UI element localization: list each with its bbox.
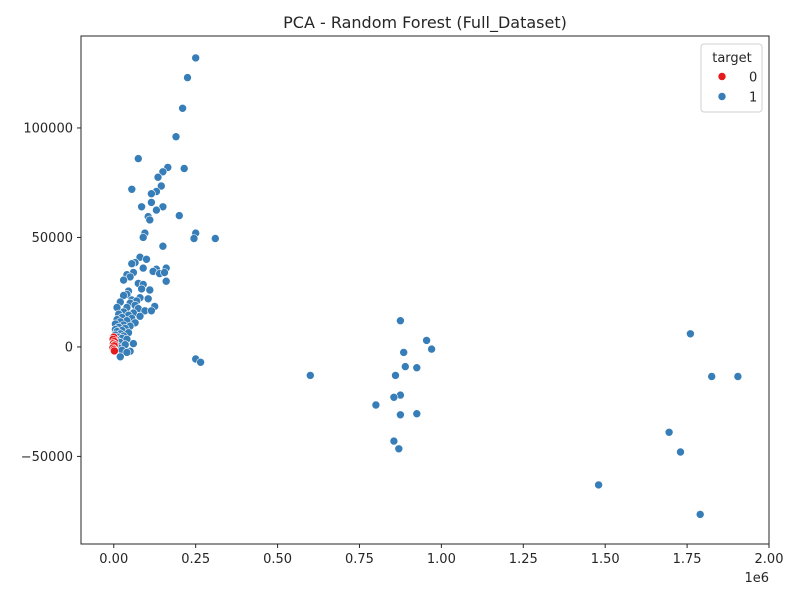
scatter-points bbox=[108, 53, 743, 519]
y-tick-label: 0 bbox=[65, 340, 73, 355]
scatter-point-target-1 bbox=[396, 316, 405, 326]
scatter-point-target-1 bbox=[147, 306, 156, 316]
scatter-point-target-1 bbox=[400, 362, 410, 371]
plot-area bbox=[80, 35, 770, 545]
x-tick-label: 2.00 bbox=[755, 552, 784, 567]
scatter-point-target-1 bbox=[160, 268, 169, 277]
scatter-point-target-1 bbox=[175, 211, 184, 220]
x-axis: 0.00 0.25 0.50 0.75 1.00 1.25 1.50 1.75 2.00 bbox=[99, 544, 783, 567]
x-tick-label: 0.50 bbox=[263, 552, 292, 567]
legend: target 01 bbox=[700, 43, 763, 113]
scatter-point-target-1 bbox=[158, 241, 168, 251]
scatter-point-target-1 bbox=[138, 233, 148, 242]
scatter-point-target-1 bbox=[143, 294, 153, 304]
scatter-point-target-1 bbox=[427, 344, 436, 354]
scatter-point-target-0 bbox=[110, 346, 119, 356]
x-tick-label: 0.75 bbox=[345, 552, 374, 567]
scatter-point-target-1 bbox=[142, 254, 151, 264]
chart-title: PCA - Random Forest (Full_Dataset) bbox=[283, 13, 567, 33]
scatter-point-target-1 bbox=[122, 348, 132, 357]
scatter-point-target-1 bbox=[676, 447, 685, 457]
scatter-point-target-1 bbox=[145, 215, 155, 225]
x-tick-label: 1.00 bbox=[427, 552, 456, 567]
scatter-point-target-1 bbox=[145, 285, 155, 295]
scatter-point-target-1 bbox=[178, 104, 187, 113]
x-tick-label: 1.75 bbox=[673, 552, 702, 567]
scatter-point-target-1 bbox=[412, 409, 422, 419]
scatter-point-target-1 bbox=[733, 372, 743, 381]
scatter-point-target-1 bbox=[396, 410, 405, 420]
scatter-point-target-1 bbox=[137, 284, 146, 294]
scatter-point-target-1 bbox=[191, 53, 200, 63]
y-axis: −50000 0 50000 100000 bbox=[21, 121, 81, 465]
scatter-point-target-1 bbox=[158, 167, 168, 177]
scatter-point-target-1 bbox=[147, 198, 156, 207]
scatter-point-target-1 bbox=[211, 234, 220, 243]
scatter-point-target-1 bbox=[179, 164, 189, 173]
scatter-point-target-1 bbox=[389, 436, 399, 446]
legend-marker bbox=[717, 72, 727, 81]
x-tick-label: 0.00 bbox=[99, 552, 128, 567]
x-tick-label: 1.25 bbox=[509, 552, 538, 567]
scatter-point-target-1 bbox=[371, 400, 381, 410]
scatter-point-target-1 bbox=[686, 329, 695, 339]
scatter-point-target-1 bbox=[399, 348, 409, 357]
scatter-point-target-1 bbox=[189, 234, 199, 243]
scatter-point-target-1 bbox=[171, 132, 181, 141]
scatter-point-target-1 bbox=[116, 352, 125, 362]
x-axis-offset-label: 1e6 bbox=[744, 571, 769, 586]
scatter-point-target-1 bbox=[305, 371, 315, 380]
scatter-point-target-1 bbox=[664, 427, 674, 437]
y-tick-label: −50000 bbox=[21, 450, 73, 465]
scatter-point-target-1 bbox=[135, 311, 145, 321]
scatter-point-target-1 bbox=[394, 444, 404, 454]
scatter-point-target-1 bbox=[152, 205, 161, 215]
scatter-point-target-1 bbox=[183, 73, 192, 82]
y-tick-label: 50000 bbox=[32, 231, 73, 246]
scatter-point-target-1 bbox=[161, 276, 171, 286]
legend-label: 0 bbox=[749, 71, 757, 86]
y-tick-label: 100000 bbox=[23, 121, 73, 136]
scatter-point-target-1 bbox=[127, 259, 137, 269]
legend-entries: 01 bbox=[717, 71, 757, 106]
scatter-point-target-1 bbox=[138, 263, 148, 273]
scatter-point-target-1 bbox=[695, 510, 705, 519]
scatter-point-target-1 bbox=[134, 154, 143, 163]
scatter-point-target-1 bbox=[422, 336, 431, 345]
scatter-point-target-1 bbox=[137, 202, 146, 212]
scatter-point-target-1 bbox=[127, 185, 137, 194]
x-tick-label: 1.50 bbox=[591, 552, 620, 567]
scatter-point-target-1 bbox=[147, 189, 156, 198]
legend-marker bbox=[717, 92, 727, 101]
scatter-point-target-1 bbox=[389, 392, 399, 402]
scatter-point-target-1 bbox=[129, 339, 138, 348]
scatter-point-target-1 bbox=[119, 275, 128, 285]
scatter-point-target-1 bbox=[157, 181, 166, 191]
scatter-point-target-1 bbox=[196, 357, 205, 367]
scatter-point-target-1 bbox=[707, 372, 717, 381]
x-tick-label: 0.25 bbox=[181, 552, 210, 567]
scatter-point-target-1 bbox=[594, 480, 603, 490]
legend-box bbox=[700, 43, 763, 113]
scatter-point-target-1 bbox=[391, 371, 400, 380]
scatter-point-target-1 bbox=[153, 172, 163, 182]
legend-label: 1 bbox=[749, 91, 757, 106]
legend-title: target bbox=[712, 51, 752, 66]
scatter-point-target-1 bbox=[412, 363, 422, 373]
